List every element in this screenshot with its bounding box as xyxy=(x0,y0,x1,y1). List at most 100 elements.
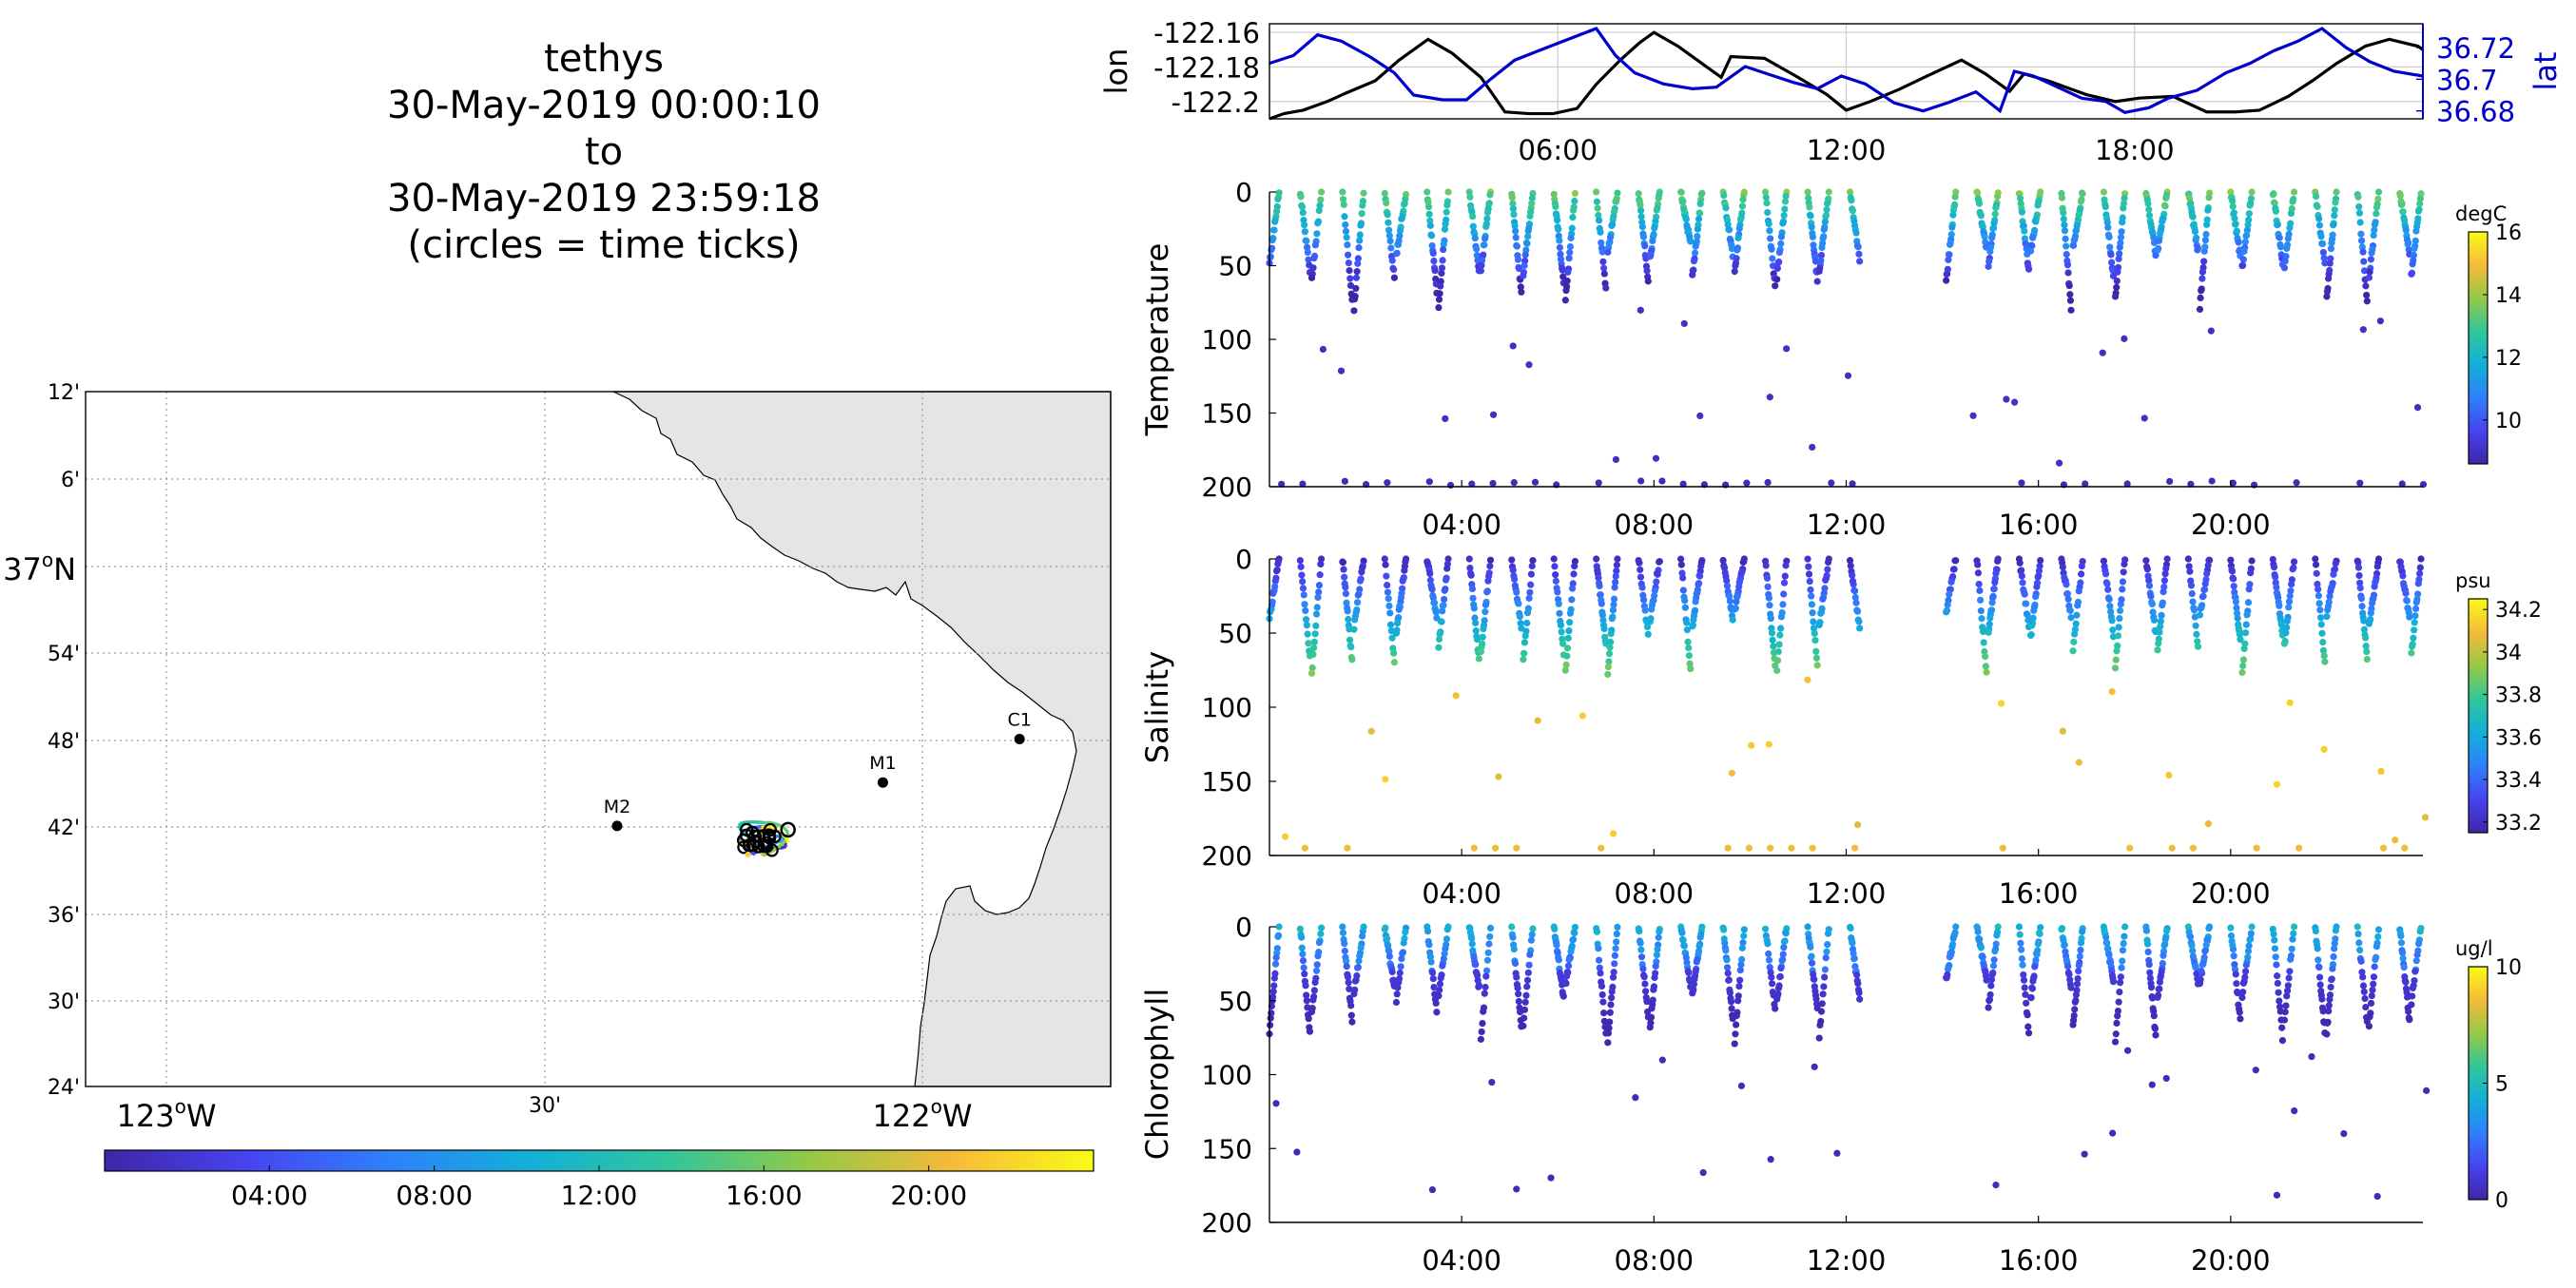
salinity-sample-point xyxy=(1382,776,1389,783)
temperature-sample-point xyxy=(1443,208,1450,216)
chlorophyll-sample-point xyxy=(2340,1129,2348,1138)
salinity-sample-point xyxy=(2168,844,2176,852)
salinity-sample-point xyxy=(2319,639,2327,646)
temperature-sample-point xyxy=(1305,256,1312,263)
chlorophyll-sample-point xyxy=(2074,974,2082,983)
chlorophyll-sample-point xyxy=(1691,975,1698,983)
chlorophyll-sample-point xyxy=(1357,944,1365,952)
chlorophyll-sample-point xyxy=(1305,1015,1312,1023)
temperature-sample-point xyxy=(1390,265,1398,274)
chlorophyll-sample-point xyxy=(2109,978,2118,986)
salinity-sample-point xyxy=(2277,621,2285,628)
temperature-sample-point xyxy=(1354,260,1362,267)
temperature-sample-point xyxy=(2416,195,2424,202)
salinity-sample-point xyxy=(1341,573,1348,581)
chlorophyll-sample-point xyxy=(1293,1148,1301,1156)
lon-tick-label: -122.16 xyxy=(1153,17,1260,49)
salinity-sample-point xyxy=(1297,563,1305,570)
chlorophyll-sample-point xyxy=(1640,973,1648,981)
chlorophyll-sample-point xyxy=(1304,1004,1311,1011)
chlorophyll-sample-point xyxy=(1650,986,1657,993)
salinity-sample-point xyxy=(1739,558,1747,567)
salinity-sample-point xyxy=(1689,623,1696,630)
temperature-sample-point xyxy=(2408,270,2415,278)
temperature-sample-point xyxy=(1466,193,1474,201)
salinity-sample-point xyxy=(1767,844,1774,852)
chlorophyll-sample-point xyxy=(1724,970,1732,977)
chlorophyll-sample-point xyxy=(1636,927,1643,935)
chlorophyll-sample-point xyxy=(1613,930,1620,938)
temperature-sample-point xyxy=(1446,481,1455,490)
salinity-sample-point xyxy=(2203,569,2211,578)
temperature-sample-point xyxy=(1510,211,1518,219)
temperature-sample-point xyxy=(1765,220,1772,228)
salinity-sample-point xyxy=(2357,594,2366,603)
chlorophyll-sample-point xyxy=(1765,950,1772,958)
salinity-sample-point xyxy=(2247,569,2255,577)
temperature-sample-point xyxy=(1695,209,1703,217)
chlorophyll-sample-point xyxy=(1731,1040,1738,1048)
chlorophyll-sample-point xyxy=(1613,938,1620,946)
salinity-sample-point xyxy=(2072,620,2080,627)
colorbar-tick-label: 33.4 xyxy=(2495,769,2542,793)
chlorophyll-sample-point xyxy=(1436,986,1443,994)
salinity-sample-point xyxy=(2371,583,2378,590)
chlorophyll-sample-point xyxy=(1728,1005,1735,1012)
salinity-axis-label: Salinity xyxy=(1139,651,1175,763)
temperature-sample-point xyxy=(1682,216,1690,223)
salinity-sample-point xyxy=(2282,629,2290,637)
depth-tick-label: 50 xyxy=(1218,251,1252,282)
scatter-axes-bg xyxy=(1269,927,2423,1222)
temperature-sample-point xyxy=(1436,290,1443,298)
chlorophyll-sample-point xyxy=(2018,946,2025,953)
salinity-sample-point xyxy=(1991,579,1999,586)
depth-tick-label: 200 xyxy=(1202,471,1252,503)
salinity-sample-point xyxy=(1301,601,1308,608)
salinity-sample-point xyxy=(2401,844,2409,852)
salinity-sample-point xyxy=(2113,647,2121,655)
temperature-sample-point xyxy=(1639,233,1648,240)
salinity-sample-point xyxy=(2116,606,2124,615)
temperature-sample-point xyxy=(1820,225,1828,234)
chlorophyll-sample-point xyxy=(2237,1015,2244,1023)
salinity-sample-point xyxy=(2323,612,2331,621)
salinity-sample-point xyxy=(2327,587,2334,595)
salinity-sample-point xyxy=(2116,615,2123,623)
chlorophyll-sample-point xyxy=(2242,961,2250,969)
salinity-sample-point xyxy=(1611,584,1618,591)
chlorophyll-sample-point xyxy=(1653,952,1661,959)
temperature-sample-point xyxy=(1777,233,1786,240)
temperature-sample-point xyxy=(1806,203,1813,211)
temperature-sample-point xyxy=(1637,306,1644,314)
lat-line xyxy=(1269,27,2424,115)
salinity-sample-point xyxy=(1613,567,1620,575)
temperature-sample-point xyxy=(1524,227,1532,235)
salinity-sample-point xyxy=(1982,653,1989,661)
temperature-sample-point xyxy=(2113,277,2121,285)
chlorophyll-sample-point xyxy=(2271,945,2279,952)
salinity-sample-point xyxy=(2362,643,2370,650)
chlorophyll-sample-point xyxy=(1523,976,1532,984)
temperature-sample-point xyxy=(1598,239,1605,246)
salinity-sample-point xyxy=(1520,649,1528,657)
temperature-sample-point xyxy=(1653,206,1660,214)
temperature-sample-point xyxy=(1556,237,1563,244)
map-lon-tick-label: 123oW xyxy=(117,1095,217,1134)
track-segment xyxy=(783,844,787,849)
track-segment xyxy=(784,836,789,841)
salinity-sample-point xyxy=(2148,600,2156,608)
temperature-sample-point xyxy=(1299,480,1307,488)
salinity-sample-point xyxy=(2285,598,2294,606)
temperature-sample-point xyxy=(1346,281,1355,289)
salinity-sample-point xyxy=(1748,741,1755,749)
salinity-sample-point xyxy=(2029,614,2037,622)
temperature-sample-point xyxy=(1571,197,1579,205)
salinity-sample-point xyxy=(1401,567,1408,574)
salinity-sample-point xyxy=(1566,619,1574,626)
chlorophyll-sample-point xyxy=(1513,1185,1520,1193)
salinity-sample-point xyxy=(1811,629,1818,638)
temperature-sample-point xyxy=(1359,202,1366,209)
chlorophyll-sample-point xyxy=(2072,990,2081,999)
temperature-sample-point xyxy=(1344,241,1351,249)
temperature-sample-point xyxy=(1949,211,1957,219)
